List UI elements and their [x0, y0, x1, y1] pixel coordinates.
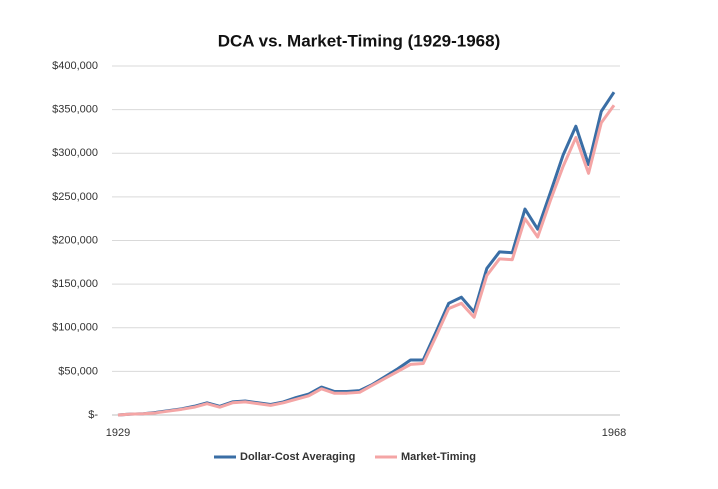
legend-label: Dollar-Cost Averaging	[240, 451, 355, 463]
series-line	[117, 91, 616, 417]
y-tick-label: $50,000	[58, 365, 98, 377]
x-tick-label: 1929	[106, 427, 130, 439]
y-tick-label: $300,000	[52, 147, 98, 159]
y-tick-label: $150,000	[52, 278, 98, 290]
y-tick-label: $-	[88, 409, 98, 421]
y-tick-label: $100,000	[52, 322, 98, 334]
y-tick-label: $350,000	[52, 104, 98, 116]
chart-title: DCA vs. Market-Timing (1929-1968)	[218, 31, 501, 50]
x-tick-label: 1968	[602, 427, 626, 439]
y-tick-label: $400,000	[52, 60, 98, 72]
series-line	[117, 104, 616, 417]
y-tick-label: $250,000	[52, 191, 98, 203]
legend-label: Market-Timing	[401, 451, 476, 463]
y-tick-label: $200,000	[52, 234, 98, 246]
